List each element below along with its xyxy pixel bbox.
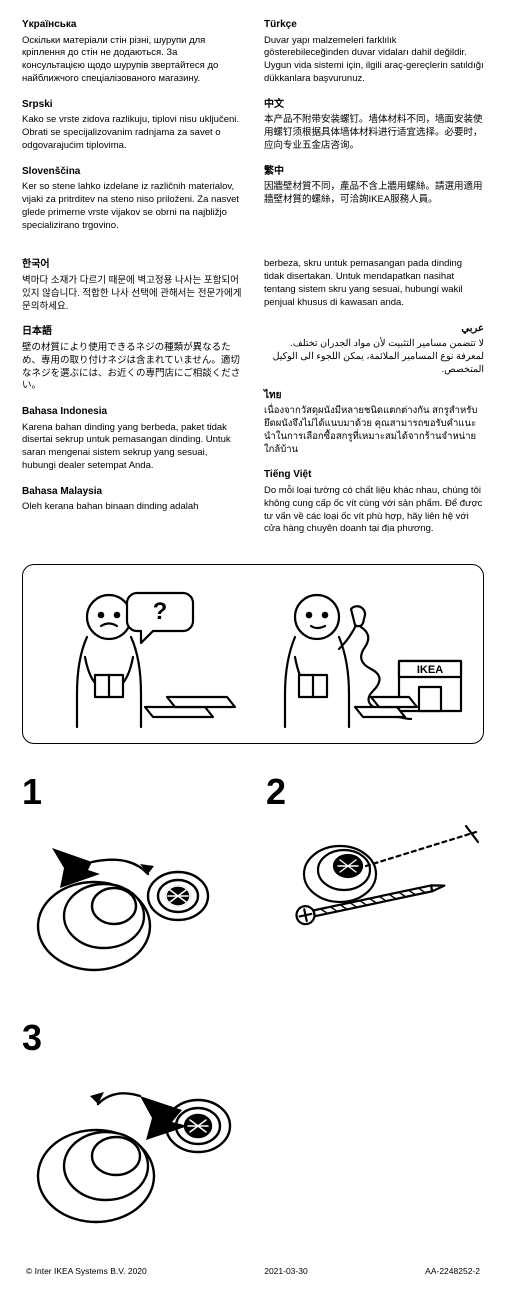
footer-date: 2021-03-30 bbox=[264, 1266, 307, 1277]
lang-text: Oleh kerana bahan binaan dinding adalah bbox=[22, 501, 242, 514]
helper-illustration-box: ? bbox=[22, 564, 484, 744]
lang-title: Bahasa Malaysia bbox=[22, 485, 242, 499]
step2-screw-icon bbox=[266, 814, 486, 974]
lang-title: Türkçe bbox=[264, 18, 484, 32]
lang-block: ไทย เนื่องจากวัสดุผนังมีหลายชนิดแตกต่างก… bbox=[264, 389, 484, 457]
lang-block: Srpski Kako se vrste zidova razlikuju, t… bbox=[22, 98, 242, 153]
step3-knob-icon bbox=[22, 1060, 484, 1240]
step-number: 1 bbox=[22, 774, 242, 810]
lang-title: Yкраїнська bbox=[22, 18, 242, 32]
lang-block: Tiếng Việt Do mỗi loại tường có chất liệ… bbox=[264, 468, 484, 536]
step1-knob-icon bbox=[22, 814, 242, 994]
lang-title: Slovenščina bbox=[22, 165, 242, 179]
page-footer: © Inter IKEA Systems B.V. 2020 2021-03-3… bbox=[22, 1266, 484, 1277]
lang-text: Duvar yapı malzemeleri farklılık göstere… bbox=[264, 35, 484, 86]
lang-title: 繁中 bbox=[264, 165, 484, 179]
lang-block: Türkçe Duvar yapı malzemeleri farklılık … bbox=[264, 18, 484, 86]
lang-block: berbeza, skru untuk pemasangan pada dind… bbox=[264, 258, 484, 309]
text-columns-top: Yкраїнська Оскільки матеріали стін різні… bbox=[22, 18, 484, 244]
lang-title: Bahasa Indonesia bbox=[22, 405, 242, 419]
lang-block: Slovenščina Ker so stene lahko izdelane … bbox=[22, 165, 242, 233]
lang-title: 日本語 bbox=[22, 325, 242, 339]
lang-block: Bahasa Indonesia Karena bahan dinding ya… bbox=[22, 405, 242, 473]
lang-text: 本产品不附带安装螺钉。墙体材料不同，墙面安装使用螺钉须根据具体墙体材料进行适宜选… bbox=[264, 114, 484, 152]
lang-title: ไทย bbox=[264, 389, 484, 403]
lang-text: 壁の材質により使用できるネジの種類が異なるため、専用の取り付けネジは含まれていま… bbox=[22, 342, 242, 393]
lang-block: 日本語 壁の材質により使用できるネジの種類が異なるため、専用の取り付けネジは含ま… bbox=[22, 325, 242, 393]
lang-block: 中文 本产品不附带安装螺钉。墙体材料不同，墙面安装使用螺钉须根据具体墙体材料进行… bbox=[264, 98, 484, 153]
confused-person-icon: ? bbox=[31, 579, 253, 729]
col-left: 한국어 벽마다 소재가 다르기 때문에 벽고정용 나사는 포함되어 있지 않습니… bbox=[22, 258, 242, 548]
lang-title: Srpski bbox=[22, 98, 242, 112]
col-left: Yкраїнська Оскільки матеріали стін різні… bbox=[22, 18, 242, 244]
step-number: 2 bbox=[266, 774, 486, 810]
lang-block: عربي لا تتضمن مسامير التثبيت لأن مواد ال… bbox=[264, 322, 484, 377]
assembly-steps: 1 bbox=[22, 774, 484, 1240]
phone-ikea-icon: IKEA bbox=[253, 579, 475, 729]
step-3: 3 bbox=[22, 1020, 484, 1240]
footer-code: AA-2248252-2 bbox=[425, 1266, 480, 1277]
lang-text: 벽마다 소재가 다르기 때문에 벽고정용 나사는 포함되어 있지 않습니다. 적… bbox=[22, 275, 242, 313]
lang-text: Kako se vrste zidova razlikuju, tiplovi … bbox=[22, 114, 242, 152]
step-number: 3 bbox=[22, 1020, 484, 1056]
lang-block: Yкраїнська Оскільки матеріали стін різні… bbox=[22, 18, 242, 86]
lang-text: Оскільки матеріали стін різні, шурупи дл… bbox=[22, 35, 242, 86]
question-mark: ? bbox=[153, 598, 168, 625]
lang-title: عربي bbox=[264, 322, 484, 336]
lang-text: 因牆壁材質不同，產品不含上牆用螺絲。請選用適用牆壁材質的螺絲，可洽詢IKEA服務… bbox=[264, 181, 484, 207]
ikea-logo-text: IKEA bbox=[417, 664, 443, 676]
lang-text: لا تتضمن مسامير التثبيت لأن مواد الجدران… bbox=[264, 338, 484, 376]
lang-text: Do mỗi loại tường có chất liệu khác nhau… bbox=[264, 485, 484, 536]
copyright-text: © Inter IKEA Systems B.V. 2020 bbox=[26, 1266, 147, 1277]
lang-title: Tiếng Việt bbox=[264, 468, 484, 482]
step-1: 1 bbox=[22, 774, 242, 994]
lang-title: 한국어 bbox=[22, 258, 242, 272]
lang-text: เนื่องจากวัสดุผนังมีหลายชนิดแตกต่างกัน ส… bbox=[264, 405, 484, 456]
col-right: Türkçe Duvar yapı malzemeleri farklılık … bbox=[264, 18, 484, 244]
step-2: 2 bbox=[266, 774, 486, 974]
text-columns-mid: 한국어 벽마다 소재가 다르기 때문에 벽고정용 나사는 포함되어 있지 않습니… bbox=[22, 258, 484, 548]
col-right: berbeza, skru untuk pemasangan pada dind… bbox=[264, 258, 484, 548]
lang-text: Ker so stene lahko izdelane iz različnih… bbox=[22, 181, 242, 232]
lang-text: Karena bahan dinding yang berbeda, paket… bbox=[22, 422, 242, 473]
lang-block: 한국어 벽마다 소재가 다르기 때문에 벽고정용 나사는 포함되어 있지 않습니… bbox=[22, 258, 242, 313]
lang-title: 中文 bbox=[264, 98, 484, 112]
lang-block: Bahasa Malaysia Oleh kerana bahan binaan… bbox=[22, 485, 242, 514]
lang-text: berbeza, skru untuk pemasangan pada dind… bbox=[264, 258, 484, 309]
lang-block: 繁中 因牆壁材質不同，產品不含上牆用螺絲。請選用適用牆壁材質的螺絲，可洽詢IKE… bbox=[264, 165, 484, 207]
